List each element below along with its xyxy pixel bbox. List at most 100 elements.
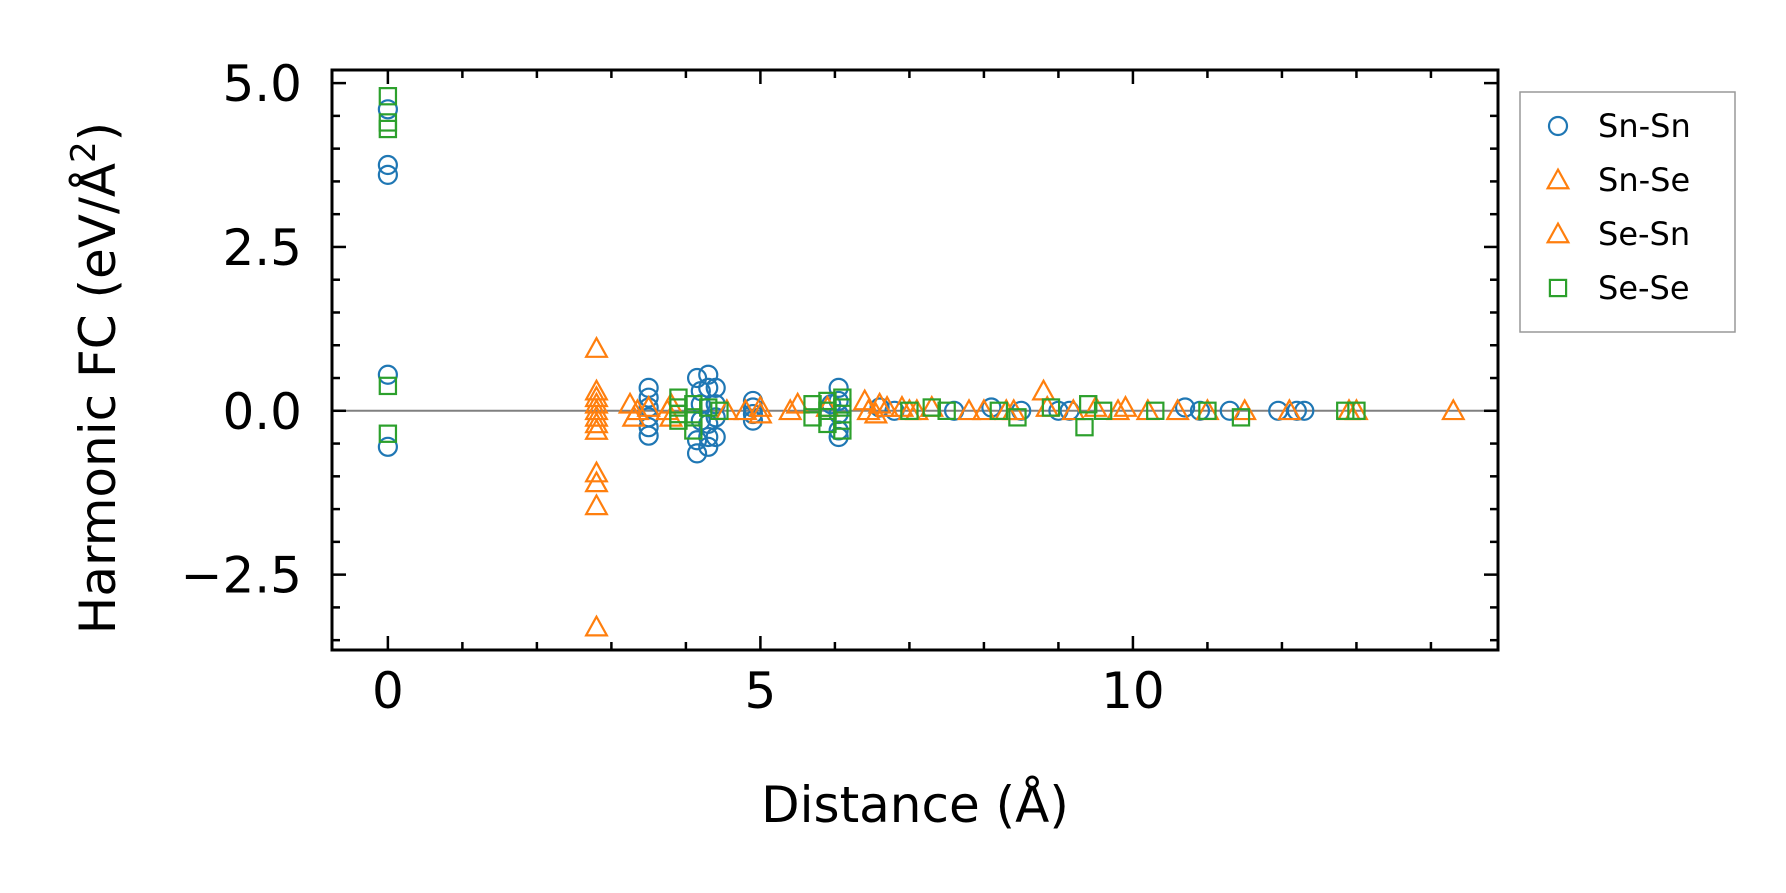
- data-point: [584, 614, 609, 637]
- data-point: [584, 398, 609, 421]
- x-axis-label: Distance (Å): [761, 776, 1069, 834]
- plot-frame: [330, 68, 1500, 652]
- data-point: [1079, 395, 1098, 414]
- data-point: [584, 385, 609, 408]
- data-point: [705, 377, 726, 398]
- data-point: [584, 378, 609, 401]
- data-point: [686, 430, 708, 451]
- y-tick-label: 5.0: [222, 55, 302, 113]
- data-point: [378, 87, 398, 106]
- data-point: [900, 401, 919, 420]
- data-point: [378, 424, 398, 443]
- data-point: [617, 391, 643, 414]
- data-point: [686, 367, 708, 389]
- data-point: [833, 388, 852, 407]
- data-point: [584, 460, 609, 483]
- data-point: [584, 417, 609, 440]
- data-point: [833, 398, 852, 417]
- data-point: [971, 398, 997, 421]
- data-point: [378, 376, 398, 396]
- legend-label: Sn-Sn: [1598, 107, 1691, 145]
- data-point: [803, 408, 822, 427]
- data-points-layer: [377, 87, 1466, 637]
- data-point: [989, 401, 1009, 420]
- data-point: [584, 470, 609, 493]
- data-point: [818, 414, 837, 434]
- data-point: [377, 364, 398, 385]
- data-point: [785, 391, 810, 414]
- data-point: [777, 398, 803, 421]
- y-axis-label-close: ): [69, 122, 127, 142]
- data-point: [698, 426, 719, 448]
- data-point: [1041, 398, 1061, 417]
- data-point: [638, 425, 659, 446]
- data-point: [863, 401, 889, 424]
- data-point: [956, 398, 982, 421]
- series-se-se: [378, 87, 1366, 443]
- y-tick-label: −2.5: [181, 547, 302, 605]
- data-point: [378, 119, 398, 139]
- legend-entry: Se-Sn: [1545, 215, 1690, 253]
- data-point: [377, 99, 398, 120]
- legend-entry: Sn-Se: [1545, 161, 1690, 199]
- data-point: [1008, 408, 1027, 427]
- data-point: [1441, 398, 1466, 421]
- data-point: [1231, 408, 1251, 427]
- legend-box: [1519, 91, 1736, 333]
- data-point: [833, 421, 852, 440]
- data-point: [638, 387, 659, 408]
- x-tick-labels: 0 5 10: [372, 662, 1165, 720]
- data-point: [833, 411, 852, 430]
- x-tick-label: 10: [1101, 662, 1165, 720]
- data-point: [818, 401, 837, 420]
- data-point: [669, 411, 688, 430]
- data-point: [638, 417, 659, 438]
- data-point: [1093, 401, 1113, 420]
- series-sn-se: [584, 335, 1466, 637]
- data-point: [377, 164, 398, 185]
- data-point: [699, 398, 718, 417]
- legend-label: Sn-Se: [1598, 161, 1690, 199]
- y-tick-labels: −2.5 0.0 2.5 5.0: [181, 55, 302, 605]
- data-point: [1347, 401, 1366, 420]
- data-point: [748, 394, 773, 417]
- data-point: [803, 395, 822, 414]
- legend: Sn-Sn Sn-Se Se-Sn Se-Se: [1519, 91, 1736, 333]
- y-axis-label-superscript: 2: [64, 141, 104, 163]
- data-point: [684, 421, 703, 440]
- data-point: [1105, 398, 1131, 421]
- legend-square-icon: [1548, 278, 1568, 298]
- data-point: [377, 436, 398, 457]
- legend-label: Se-Se: [1598, 269, 1690, 307]
- x-tick-label: 0: [372, 662, 404, 720]
- data-point: [705, 426, 726, 448]
- data-point: [1198, 401, 1217, 420]
- data-point: [584, 411, 609, 434]
- data-point: [733, 398, 758, 421]
- axis-ticks: [332, 70, 1498, 650]
- data-point: [1165, 398, 1190, 421]
- legend-triangle-icon: [1545, 167, 1571, 190]
- y-axis-label: Harmonic FC (eV/Å2): [64, 122, 127, 634]
- data-point: [1174, 397, 1196, 418]
- data-point: [698, 377, 719, 398]
- data-point: [684, 408, 703, 427]
- data-point: [828, 377, 849, 398]
- data-point: [686, 443, 708, 464]
- data-point: [377, 154, 398, 176]
- legend-entry: Se-Se: [1548, 269, 1690, 307]
- data-point: [937, 401, 956, 420]
- data-point: [1031, 378, 1056, 401]
- data-point: [584, 493, 609, 516]
- data-point: [584, 391, 609, 414]
- data-point: [584, 335, 609, 358]
- data-point: [1277, 398, 1302, 421]
- legend-label: Se-Sn: [1598, 215, 1690, 253]
- data-point: [922, 398, 941, 417]
- data-point: [818, 391, 837, 411]
- legend-circle-icon: [1547, 115, 1569, 137]
- data-point: [1075, 417, 1094, 437]
- y-tick-label: 2.5: [222, 219, 302, 277]
- data-point: [584, 404, 609, 427]
